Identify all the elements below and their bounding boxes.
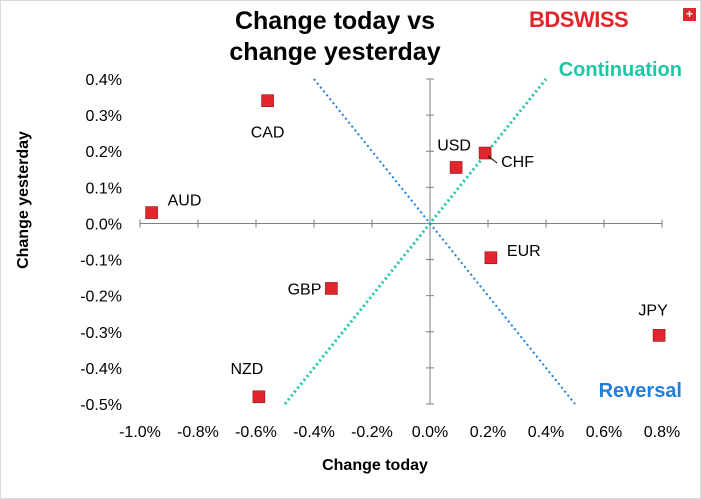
y-tick-label: 0.0% (86, 216, 122, 233)
point-label-chf: CHF (501, 154, 534, 171)
point-label-gbp: GBP (288, 281, 322, 298)
reversal-line (313, 78, 576, 405)
bdswiss-logo: BDSWISS + (529, 7, 696, 33)
x-axis-label: Change today (322, 457, 428, 474)
x-tick-label: -0.8% (177, 424, 219, 441)
x-tick-label: 0.6% (586, 424, 622, 441)
point-usd (449, 161, 463, 174)
x-tick-label: -0.2% (351, 424, 393, 441)
y-tick-label: -0.1% (80, 253, 122, 270)
y-tick-label: 0.2% (86, 144, 122, 161)
swiss-cross-icon: + (683, 8, 696, 21)
y-tick-label: -0.5% (80, 397, 122, 414)
x-tick-label: 0.0% (412, 424, 448, 441)
chart-title-line-2: change yesterday (229, 38, 441, 66)
x-tick-label: -1.0% (119, 424, 161, 441)
point-aud (145, 206, 158, 219)
continuation-label: Continuation (559, 59, 682, 81)
point-label-aud: AUD (168, 193, 202, 210)
logo-text: BDSWISS (529, 7, 629, 32)
x-tick-label: -0.4% (293, 424, 335, 441)
axes: -1.0% -0.8% -0.6% -0.4% -0.2% 0.0% 0.2% 0.4% 0.6… (80, 72, 680, 441)
reversal-label: Reversal (599, 380, 682, 402)
x-tick-label: 0.2% (470, 424, 506, 441)
chart-title-line-1: Change today vs (234, 7, 436, 35)
x-tick-label: 0.8% (644, 424, 680, 441)
y-tick-label: -0.2% (80, 289, 122, 306)
point-eur (484, 251, 498, 265)
point-cad (261, 94, 274, 107)
reference-lines: Continuation Reversal (283, 59, 682, 405)
y-tick-label: 0.1% (86, 180, 122, 197)
y-tick-label: 0.4% (86, 72, 122, 89)
data-points: CAD AUD USD CHF EUR GBP NZD JPY (145, 94, 668, 404)
point-label-nzd: NZD (230, 361, 263, 378)
point-label-usd: USD (437, 137, 471, 154)
chart-title: Change today vs change yesterday (170, 6, 500, 68)
y-tick-label: -0.4% (80, 361, 122, 378)
point-gbp (325, 282, 338, 295)
point-label-jpy: JPY (638, 302, 668, 319)
point-jpy (652, 329, 666, 342)
point-nzd (252, 390, 266, 404)
x-tick-label: -0.6% (235, 424, 277, 441)
y-tick-label: 0.3% (86, 108, 122, 125)
y-tick-label: -0.3% (80, 325, 122, 342)
x-tick-label: 0.4% (528, 424, 564, 441)
chf-leader-line (487, 155, 498, 164)
point-label-eur: EUR (507, 243, 541, 260)
point-label-cad: CAD (251, 125, 285, 142)
continuation-line (283, 78, 548, 405)
